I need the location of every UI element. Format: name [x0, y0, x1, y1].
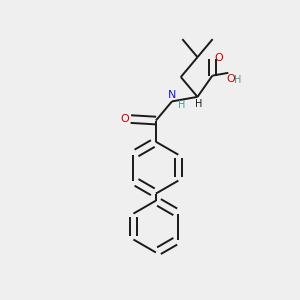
Text: O: O [214, 53, 223, 63]
Text: H: H [234, 75, 242, 85]
Text: N: N [168, 90, 176, 100]
Text: O: O [227, 74, 236, 84]
Text: H: H [195, 99, 203, 109]
Text: H: H [178, 100, 185, 110]
Text: O: O [120, 114, 129, 124]
